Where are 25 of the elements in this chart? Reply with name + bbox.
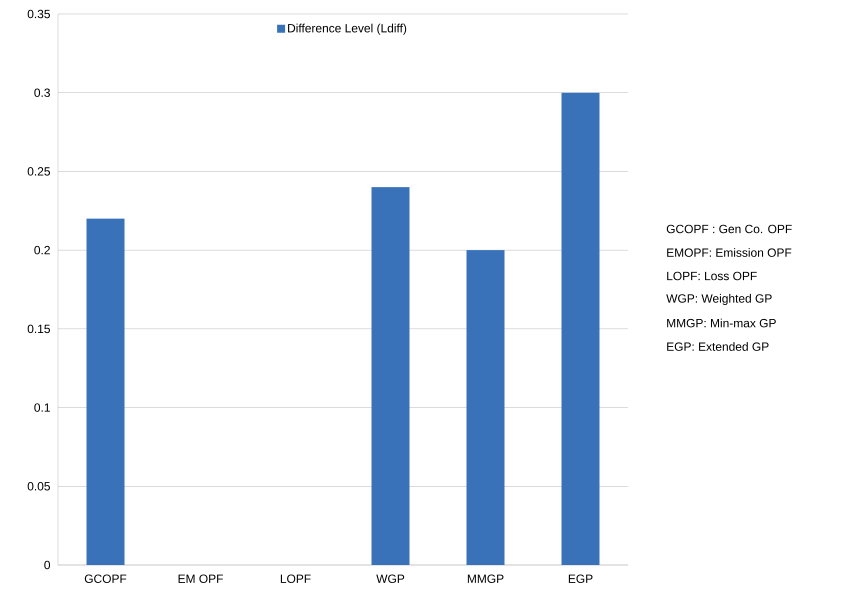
bar	[372, 187, 410, 565]
y-tick-label: 0.35	[28, 10, 50, 18]
x-tick-label: LOPF	[280, 574, 311, 583]
y-tick-label: 0.15	[28, 324, 50, 334]
text: WGP: Weighted GP	[666, 294, 772, 306]
y-tick-label: 0.3	[34, 88, 50, 97]
text: EGP: Extended GP	[667, 342, 769, 351]
text: MMGP: Min-max GP	[667, 318, 776, 328]
y-tick-label: 0.1	[34, 403, 50, 412]
x-tick-label: WGP	[376, 574, 404, 583]
text: EMOPF: Emission OPF	[667, 248, 792, 257]
x-tick-label: MMGP	[468, 574, 504, 583]
y-tick-label: 0.2	[34, 246, 50, 254]
x-tick-label: EGP	[568, 574, 592, 583]
bar	[86, 218, 125, 565]
y-tick-label: 0.05	[28, 482, 50, 490]
bar	[562, 92, 600, 565]
y-tick-label: 0	[44, 560, 50, 570]
legend-label: Difference Level (Ldiff)	[288, 24, 406, 35]
y-tick-label: 0.25	[28, 167, 50, 176]
text: GCOPF : Gen Co. OPF	[666, 224, 792, 234]
bar	[466, 250, 505, 565]
x-tick-label: GCOPF	[84, 574, 126, 583]
text: LOPF: Loss OPF	[667, 272, 757, 280]
x-tick-label: EM OPF	[178, 574, 223, 583]
